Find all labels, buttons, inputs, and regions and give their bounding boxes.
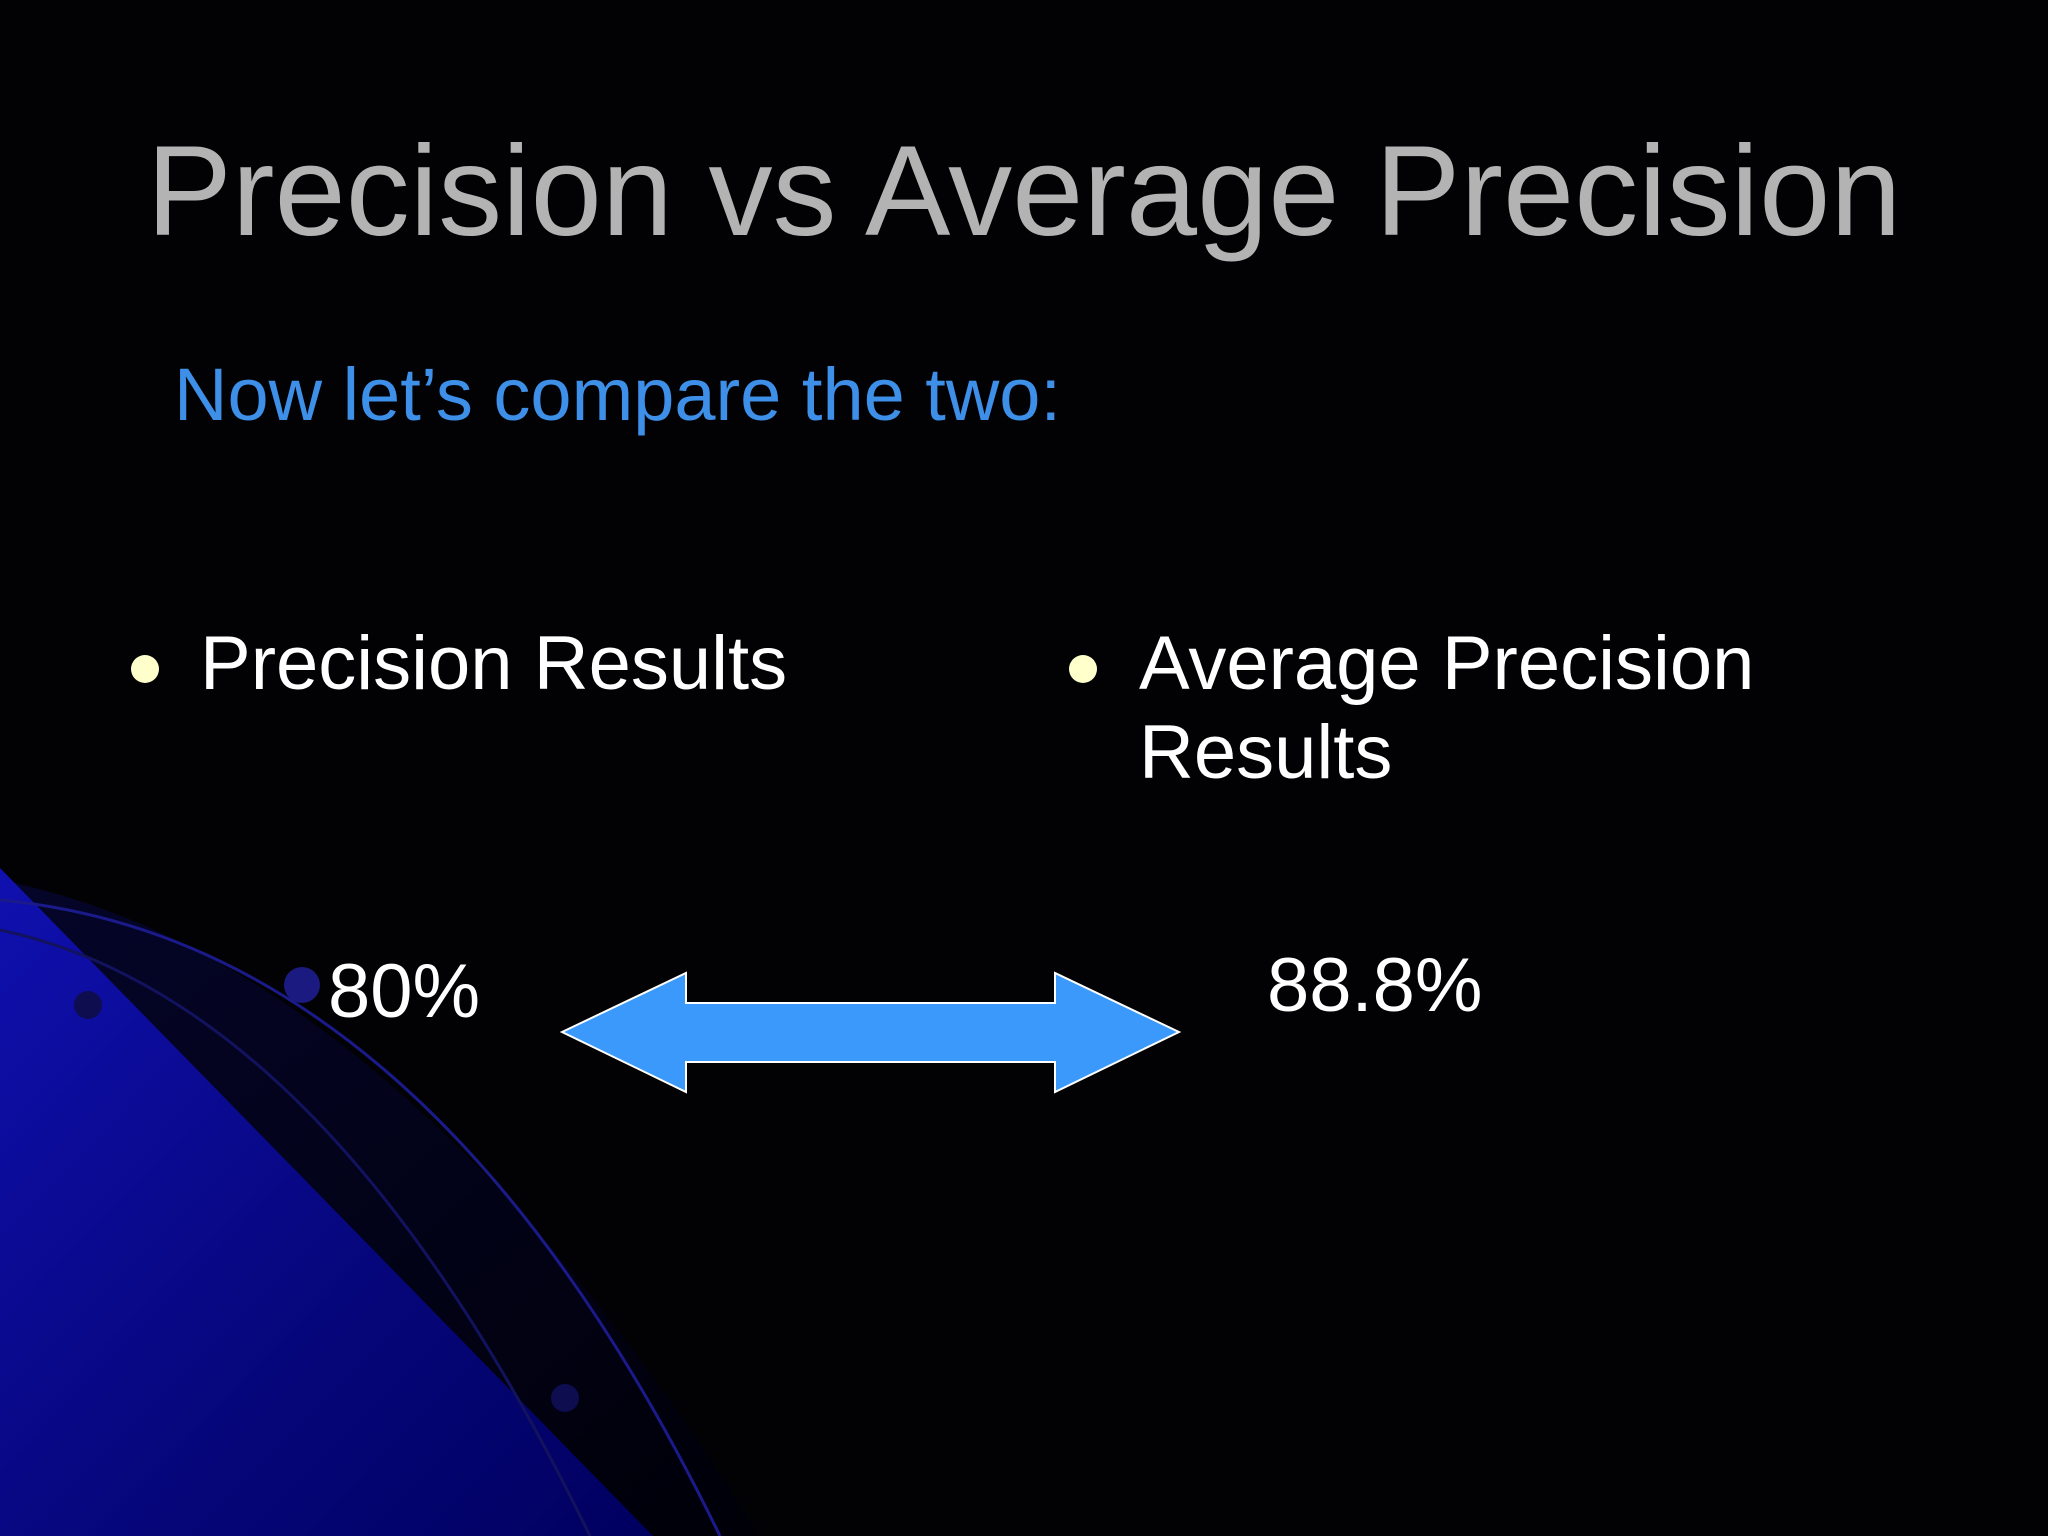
orbit-line xyxy=(0,928,592,1536)
bullet-dot xyxy=(131,655,159,683)
result-value: 80% xyxy=(328,949,481,1034)
result-value: 88.8% xyxy=(1267,943,1483,1028)
blue-wedge xyxy=(0,868,653,1536)
bullet-text: Precision Results xyxy=(200,621,788,706)
orb xyxy=(74,991,102,1019)
double-arrow xyxy=(559,971,1182,1094)
subtitle: Now let’s compare the two: xyxy=(174,353,1062,436)
orb xyxy=(284,967,320,1003)
bullet-dot xyxy=(1069,655,1097,683)
slide-title: Precision vs Average Precision xyxy=(146,120,1902,263)
orb xyxy=(551,1384,579,1412)
orbit-line xyxy=(0,898,722,1536)
bullet-text: Average Precision Results xyxy=(1139,621,1755,795)
